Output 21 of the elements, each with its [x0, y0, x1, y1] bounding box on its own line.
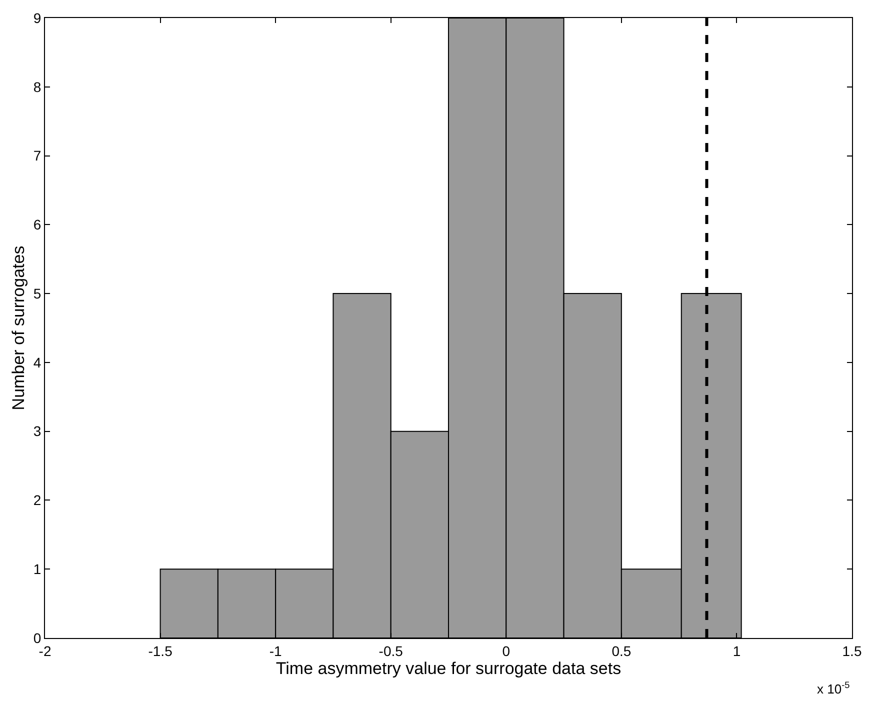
- y-tick-label: 8: [33, 78, 42, 95]
- y-tick-label: 4: [33, 354, 42, 370]
- y-tick-label: 2: [33, 492, 42, 508]
- y-tick-label: 6: [33, 216, 42, 233]
- x-tick-label: 0: [502, 642, 510, 659]
- x-tick-label: 1.5: [842, 642, 862, 659]
- x-tick-label: -1.5: [148, 642, 173, 659]
- x-tick-label: 0.5: [612, 642, 632, 659]
- x-axis-title: Time asymmetry value for surrogate data sets: [276, 659, 622, 678]
- x-tick-label: -2: [38, 642, 52, 659]
- y-tick-label: 0: [33, 630, 42, 646]
- y-tick-label: 7: [33, 148, 42, 164]
- y-tick-label: 9: [33, 10, 42, 26]
- y-axis-title: Number of surrogates: [8, 246, 28, 410]
- x-tick-label: -0.5: [378, 642, 404, 659]
- y-tick-label: 1: [33, 561, 42, 578]
- y-tick-label: 3: [33, 423, 42, 440]
- x-tick-label: -1: [269, 642, 282, 659]
- x-tick-label: 1: [732, 642, 741, 659]
- y-tick-label: 5: [33, 285, 42, 302]
- text: x 10$^{-5}$: [817, 680, 850, 696]
